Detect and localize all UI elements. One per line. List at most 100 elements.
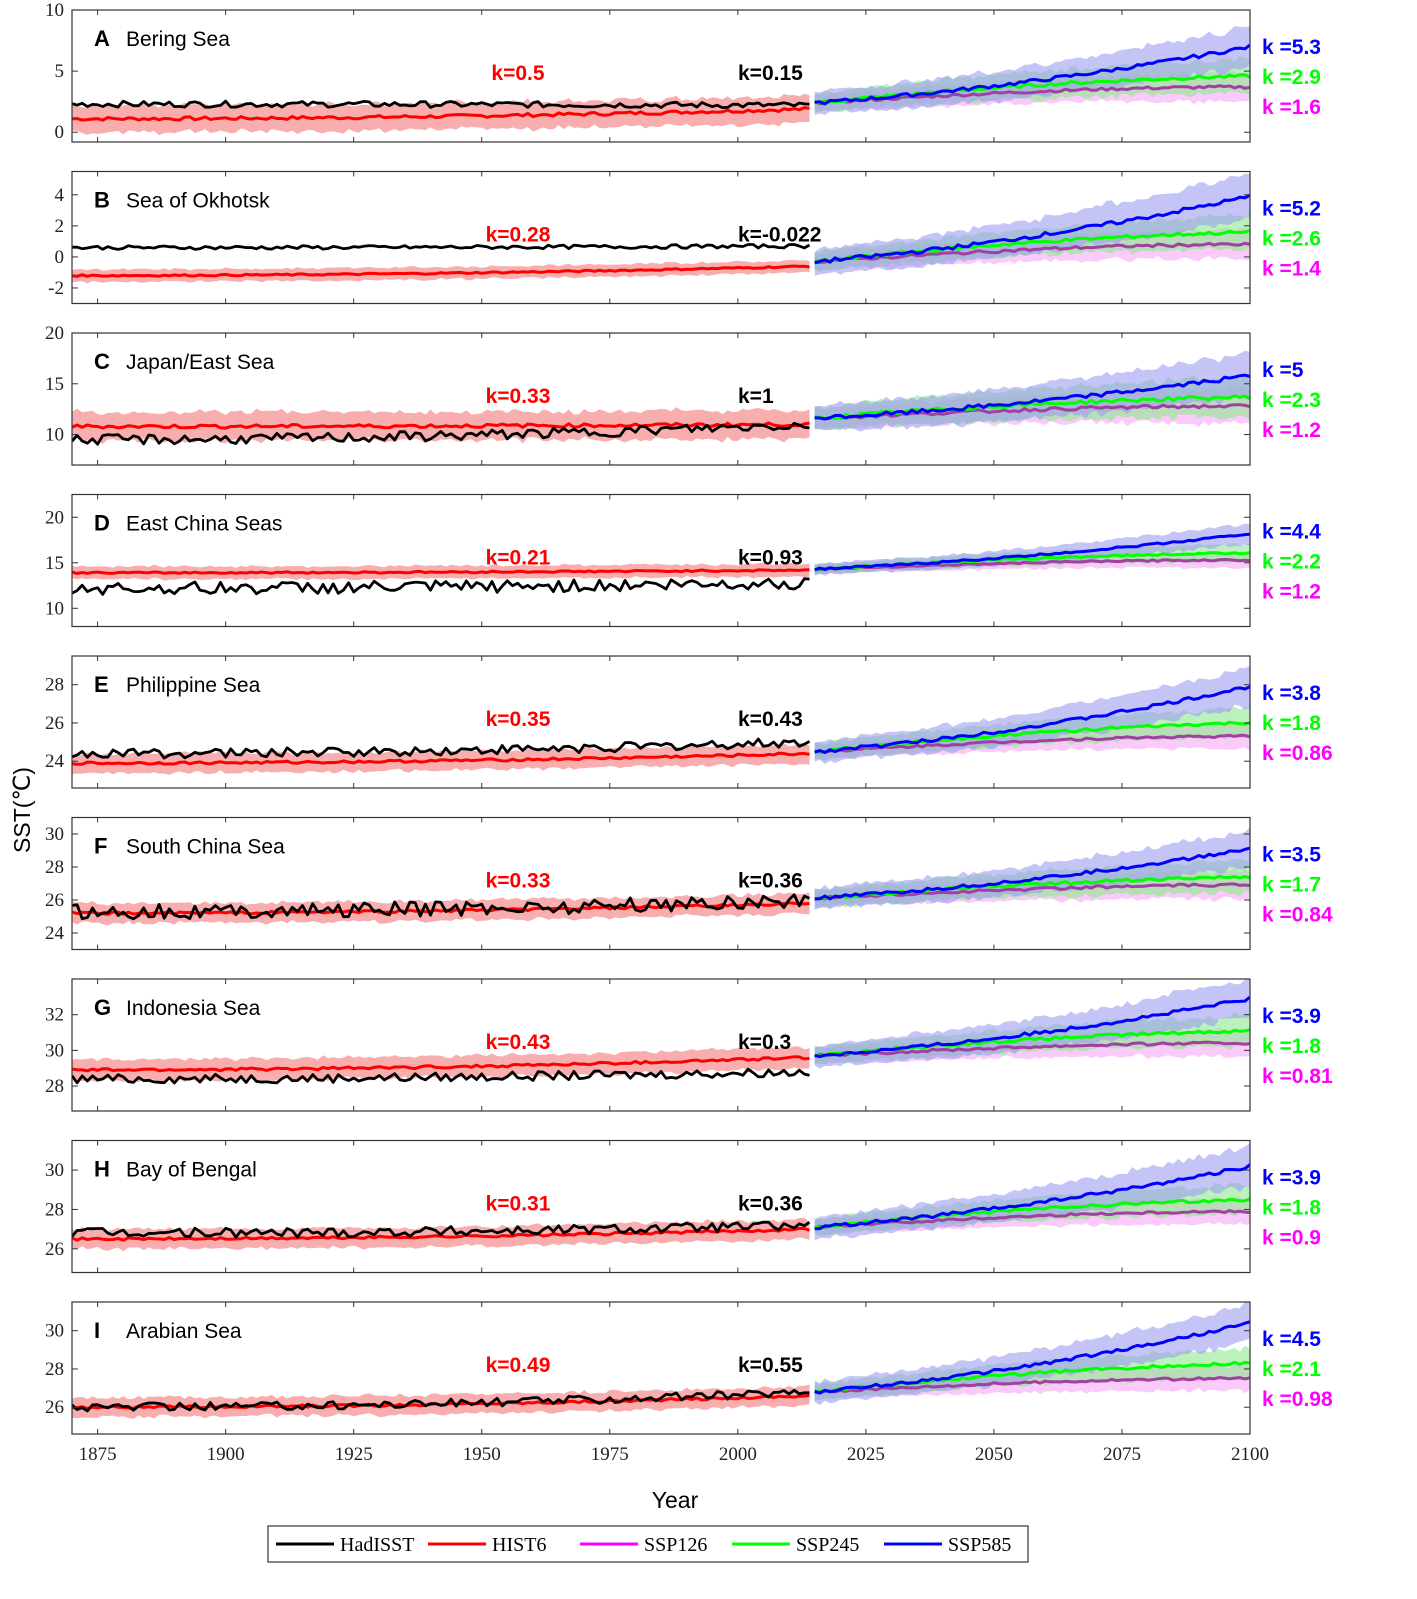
panel-c: 10 15 20 C Japan/East Sea k=0.33 k=1 k =5 k =2.3…	[45, 323, 1321, 466]
panel-name: Philippine Sea	[126, 674, 261, 697]
y-tick-label: 4	[55, 185, 65, 206]
y-tick-label: 0	[55, 122, 65, 143]
plot-area	[72, 979, 1250, 1085]
ssp585-line	[814, 193, 1250, 265]
ssp585-line	[814, 373, 1250, 421]
panel-letter: E	[94, 672, 109, 697]
ssp245-k-label: k =2.2	[1262, 551, 1321, 574]
y-tick-label: 26	[45, 713, 64, 734]
hadisst-line	[72, 893, 811, 921]
ssp126-k-label: k =0.84	[1262, 904, 1333, 927]
panel-frame	[71, 9, 1251, 143]
panel-name: Sea of Okhotsk	[126, 190, 270, 213]
ssp126-line	[814, 733, 1250, 754]
ssp126-k-label: k =0.81	[1262, 1065, 1333, 1088]
ssp585-line	[814, 43, 1250, 106]
ssp585-k-label: k =5.2	[1262, 198, 1321, 221]
ssp245-k-label: k =1.7	[1262, 874, 1321, 897]
ssp245-k-label: k =1.8	[1262, 1035, 1321, 1058]
y-tick-label: 0	[55, 247, 65, 268]
panel-letter: F	[94, 834, 107, 859]
ssp245-k-label: k =2.1	[1262, 1358, 1321, 1381]
ssp585-k-label: k =3.5	[1262, 844, 1321, 867]
legend-label-hist6: HIST6	[492, 1534, 546, 1556]
ssp585-k-label: k =5.3	[1262, 36, 1321, 59]
hist6-k-label: k=0.28	[486, 224, 551, 247]
hist6-k-label: k=0.49	[486, 1354, 551, 1377]
hist6-band	[72, 892, 810, 926]
panel-letter: G	[94, 995, 111, 1020]
x-tick-label: 1925	[335, 1444, 373, 1465]
y-tick-label: -2	[48, 278, 64, 299]
hadisst-line	[72, 577, 810, 596]
panel-name: South China Sea	[126, 836, 285, 859]
y-tick-label: 30	[45, 1040, 64, 1061]
panel-e: 24 26 28 E Philippine Sea k=0.35 k=0.43 k =3.8 k…	[45, 655, 1333, 789]
legend-label-ssp126: SSP126	[644, 1534, 707, 1556]
hadisst-line	[72, 243, 811, 251]
x-axis-label: Year	[652, 1487, 699, 1513]
ssp126-k-label: k =1.2	[1262, 419, 1321, 442]
panel-letter: D	[94, 511, 110, 536]
x-tick-label: 1950	[463, 1444, 501, 1465]
panel-name: Indonesia Sea	[126, 997, 261, 1020]
y-tick-label: 15	[45, 374, 64, 395]
y-tick-label: 26	[45, 1239, 64, 1260]
panel-h: 26 28 30 H Bay of Bengal k=0.31 k=0.36 k =3.9 k …	[45, 1139, 1321, 1274]
plot-area	[72, 1143, 1250, 1252]
y-tick-label: 30	[45, 1321, 64, 1342]
y-tick-label: 5	[55, 61, 65, 82]
ssp585-line	[814, 532, 1250, 572]
panel-letter: H	[94, 1157, 110, 1182]
hadisst-line	[72, 421, 810, 446]
y-tick-label: 28	[45, 857, 64, 878]
panel-frame	[71, 493, 1251, 628]
panel-name: Arabian Sea	[126, 1320, 242, 1343]
panel-frame	[71, 332, 1251, 466]
panel-a: 0 5 10 A Bering Sea k=0.5 k=0.15 k =5.3 k =2.9 k …	[45, 0, 1321, 143]
y-tick-label: 10	[45, 0, 64, 21]
hist6-k-label: k=0.21	[486, 547, 551, 570]
panel-name: Bering Sea	[126, 28, 230, 51]
ssp126-line	[814, 241, 1250, 264]
hadisst-k-label: k=0.36	[738, 1193, 803, 1216]
hadisst-k-label: k=0.93	[738, 547, 803, 570]
hadisst-k-label: k=0.36	[738, 870, 803, 893]
ssp245-k-label: k =2.6	[1262, 228, 1321, 251]
ssp245-line	[814, 874, 1250, 901]
ssp585-k-label: k =4.5	[1262, 1328, 1321, 1351]
ssp245-k-label: k =2.9	[1262, 66, 1321, 89]
y-tick-label: 30	[45, 1160, 64, 1181]
hadisst-k-label: k=1	[738, 385, 774, 408]
panel-letter: C	[94, 349, 110, 374]
ssp585-k-label: k =3.9	[1262, 1167, 1321, 1190]
panel-frame	[71, 170, 1251, 305]
ssp126-k-label: k =1.6	[1262, 96, 1321, 119]
y-tick-label: 26	[45, 1397, 64, 1418]
ssp245-line	[814, 73, 1250, 105]
ssp585-line	[814, 1163, 1250, 1231]
hadisst-k-label: k=0.15	[738, 62, 803, 85]
ssp126-line	[814, 403, 1250, 421]
ssp126-k-label: k =0.9	[1262, 1227, 1321, 1250]
plot-area	[72, 523, 1250, 596]
plot-area	[72, 1302, 1250, 1419]
x-tick-label: 1975	[591, 1444, 629, 1465]
y-tick-label: 20	[45, 323, 64, 344]
x-tick-label: 1900	[207, 1444, 245, 1465]
y-tick-label: 24	[45, 923, 65, 944]
y-tick-label: 30	[45, 824, 64, 845]
hadisst-line	[72, 99, 810, 110]
y-tick-label: 2	[55, 216, 65, 237]
panel-letter: I	[94, 1318, 100, 1343]
hist6-line	[72, 1226, 810, 1242]
hadisst-line	[72, 1067, 810, 1085]
hist6-k-label: k=0.43	[486, 1031, 551, 1054]
panel-letter: B	[94, 188, 110, 213]
plot-area	[72, 173, 1250, 284]
y-tick-label: 26	[45, 890, 64, 911]
panel-frame	[71, 1139, 1251, 1274]
ssp126-line	[814, 1040, 1250, 1058]
panel-f: 24 26 28 30 F South China Sea k=0.33 k=0.36 k =3…	[45, 816, 1333, 951]
ssp126-k-label: k =0.98	[1262, 1388, 1333, 1411]
